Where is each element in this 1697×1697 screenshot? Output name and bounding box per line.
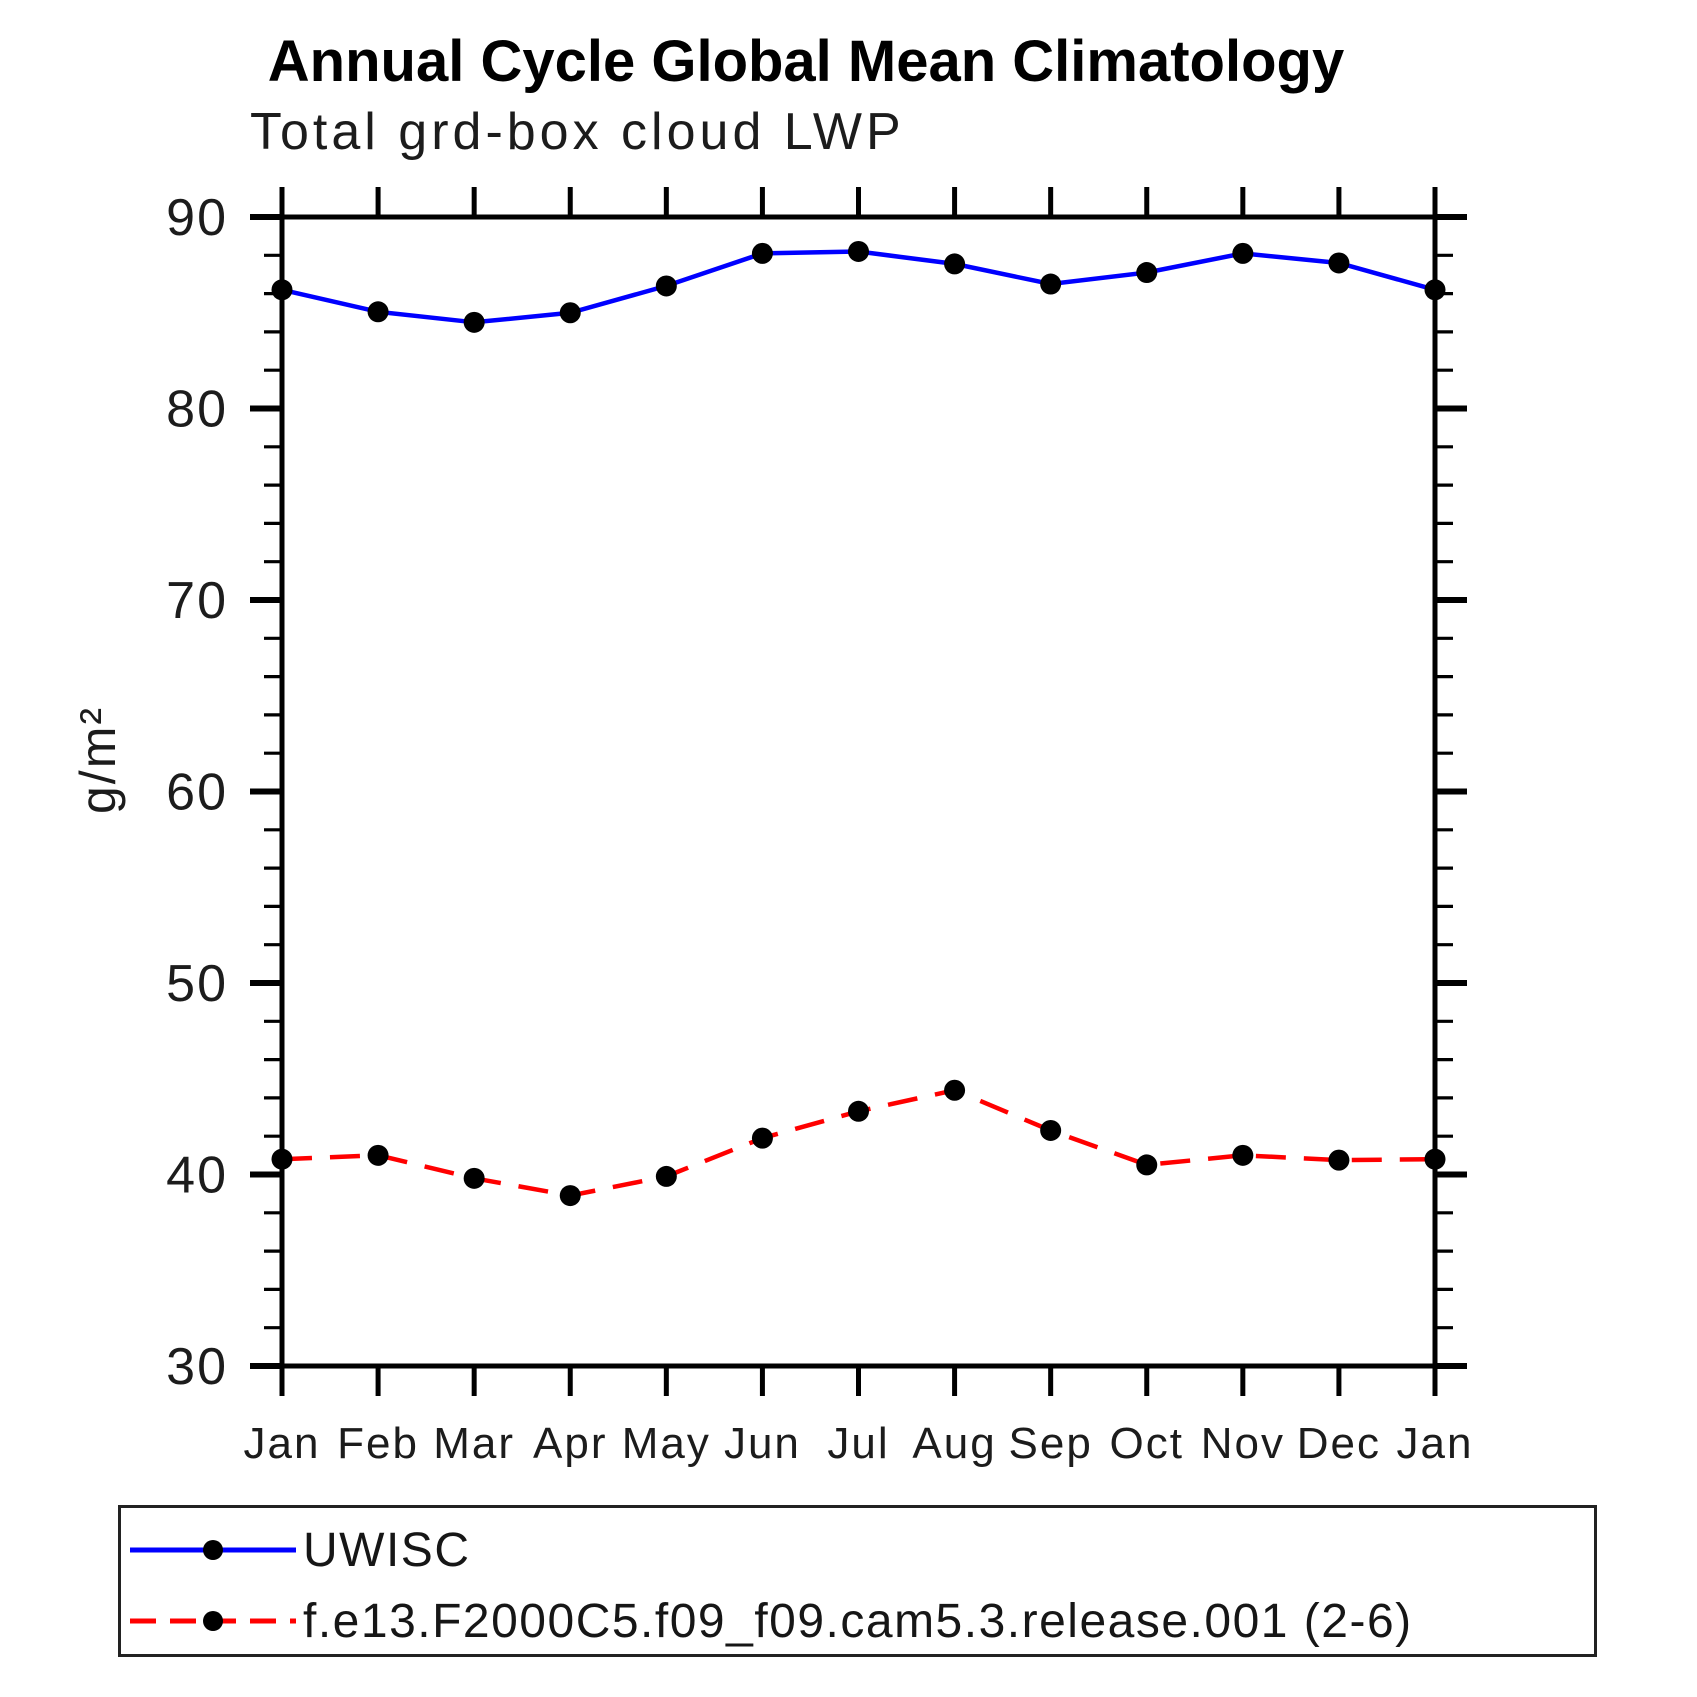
data-point-marker	[559, 1185, 581, 1207]
x-tick-label: Jan	[1397, 1419, 1474, 1468]
y-tick-label: 70	[166, 572, 228, 630]
data-point-marker	[367, 1144, 389, 1166]
y-tick-label: 60	[166, 764, 228, 822]
data-point-marker	[463, 1167, 485, 1189]
x-tick-label: Jun	[724, 1419, 801, 1468]
legend-sample-uwisc-line-icon	[130, 1540, 296, 1560]
data-point-marker	[944, 1079, 966, 1101]
data-point-marker	[751, 242, 773, 264]
data-point-marker	[1136, 1154, 1158, 1176]
data-point-marker	[1328, 1149, 1350, 1171]
x-tick-label: Aug	[912, 1419, 996, 1468]
legend-sample-model-line-icon	[130, 1611, 296, 1631]
legend-label-model: f.e13.F2000C5.f09_f09.cam5.3.release.001…	[303, 1594, 1413, 1648]
x-tick-label: Sep	[1009, 1419, 1093, 1468]
x-tick-label: Oct	[1110, 1419, 1184, 1468]
legend: UWISC f.e13.F2000C5.f09_f09.cam5.3.relea…	[118, 1505, 1597, 1657]
data-point-marker	[1424, 279, 1446, 301]
plot-frame	[279, 214, 1438, 1369]
x-tick-label: Dec	[1297, 1419, 1381, 1468]
data-point-marker	[655, 275, 677, 297]
x-tick-label: Apr	[533, 1419, 607, 1468]
series-line-uwisc	[281, 249, 1436, 325]
legend-row-uwisc: UWISC	[128, 1523, 471, 1577]
chart-subtitle: Total grd-box cloud LWP	[250, 103, 905, 161]
data-point-marker	[367, 301, 389, 323]
data-point-marker	[848, 1100, 869, 1122]
y-axis-label: g/m²	[70, 706, 126, 814]
chart-title: Annual Cycle Global Mean Climatology	[267, 29, 1345, 94]
legend-row-model: f.e13.F2000C5.f09_f09.cam5.3.release.001…	[128, 1594, 1413, 1648]
legend-label-uwisc: UWISC	[303, 1523, 471, 1577]
data-point-marker	[1040, 273, 1062, 295]
data-point-marker	[463, 311, 485, 333]
data-point-marker	[271, 1148, 293, 1170]
data-point-marker	[1040, 1119, 1062, 1141]
x-tick-label: Mar	[433, 1419, 515, 1468]
data-point-marker	[655, 1165, 677, 1187]
x-tick-label: Jan	[244, 1419, 321, 1468]
data-point-marker	[271, 279, 293, 301]
y-tick-label: 40	[166, 1147, 228, 1205]
data-point-marker	[559, 302, 581, 324]
x-tick-label: Feb	[337, 1419, 419, 1468]
data-point-marker	[1232, 242, 1254, 264]
data-point-marker	[1424, 1148, 1446, 1170]
x-tick-label: Jul	[827, 1419, 889, 1468]
x-tick-label: May	[622, 1419, 711, 1468]
y-tick-label: 80	[166, 381, 228, 439]
y-tick-label: 90	[166, 189, 228, 247]
data-point-marker	[1232, 1144, 1254, 1166]
x-tick-label: Nov	[1201, 1419, 1285, 1468]
data-point-marker	[1136, 262, 1158, 284]
data-point-marker	[944, 253, 966, 275]
data-point-marker	[751, 1127, 773, 1149]
y-tick-label: 30	[166, 1338, 228, 1396]
data-point-marker	[848, 240, 869, 262]
y-tick-label: 50	[166, 955, 228, 1013]
data-point-marker	[1328, 252, 1350, 274]
